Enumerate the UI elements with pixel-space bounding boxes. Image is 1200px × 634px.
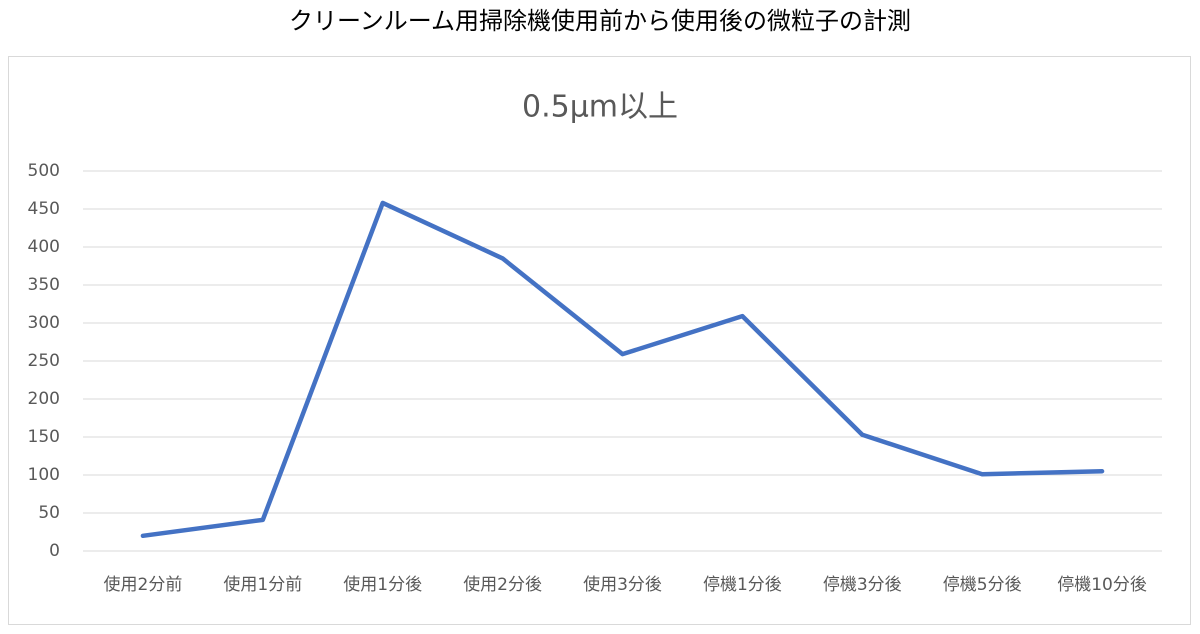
x-tick-label: 停機5分後 bbox=[943, 575, 1022, 595]
y-tick-label: 150 bbox=[28, 427, 60, 447]
y-tick-label: 200 bbox=[28, 389, 60, 409]
x-tick-label: 使用2分後 bbox=[463, 574, 542, 595]
y-tick-label: 300 bbox=[28, 313, 60, 333]
y-tick-label: 350 bbox=[28, 275, 60, 295]
x-tick-label: 停機10分後 bbox=[1057, 575, 1147, 595]
data-line bbox=[140, 200, 1105, 539]
y-tick-label: 50 bbox=[38, 503, 60, 523]
x-tick-label: 停機3分後 bbox=[823, 575, 902, 595]
y-tick-label: 500 bbox=[28, 161, 60, 181]
y-tick-label: 250 bbox=[28, 351, 60, 371]
y-tick-label: 0 bbox=[49, 541, 60, 561]
chart-title: 0.5μm以上 bbox=[522, 90, 678, 125]
chart-frame bbox=[8, 56, 1191, 625]
y-tick-label: 100 bbox=[28, 465, 60, 485]
y-tick-label: 400 bbox=[28, 237, 60, 257]
y-tick-label: 450 bbox=[28, 199, 60, 219]
x-tick-label: 停機1分後 bbox=[703, 575, 782, 595]
page-title: クリーンルーム用掃除機使用前から使用後の微粒子の計測 bbox=[289, 7, 911, 35]
x-tick-label: 使用2分前 bbox=[104, 574, 183, 595]
x-tick-label: 使用1分後 bbox=[343, 574, 422, 595]
x-tick-label: 使用3分後 bbox=[583, 574, 662, 595]
x-tick-label: 使用1分前 bbox=[223, 574, 302, 595]
